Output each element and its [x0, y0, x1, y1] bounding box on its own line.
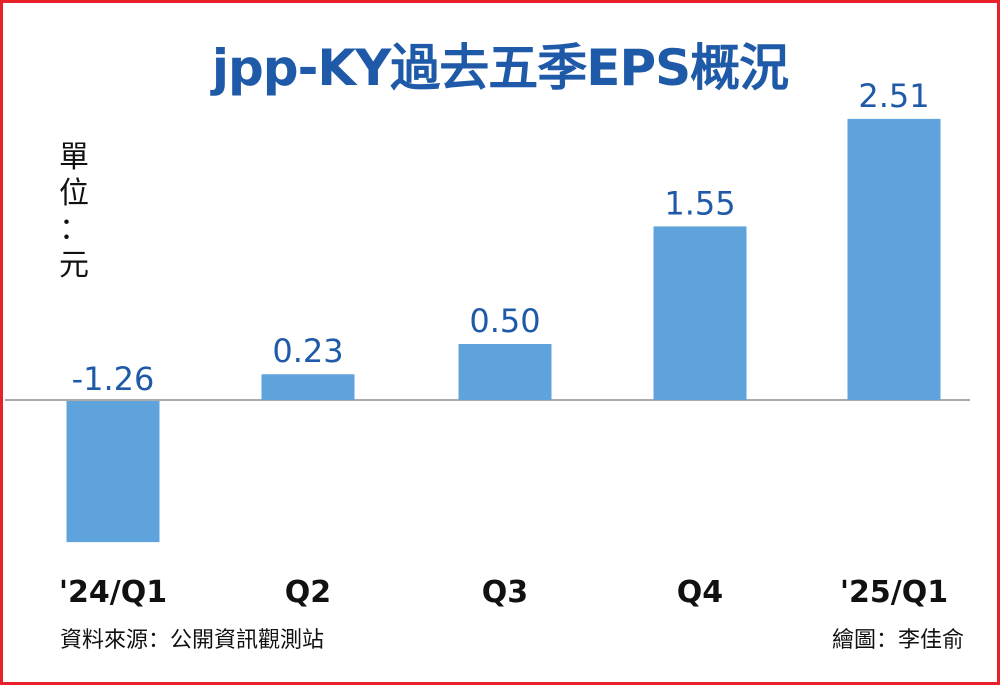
chart-title: jpp-KY過去五季EPS概況	[211, 39, 789, 97]
bar-2	[458, 344, 552, 400]
value-label-0: -1.26	[72, 360, 155, 398]
unit-label: 單 位 ： 元	[59, 140, 89, 283]
bar-4	[847, 118, 941, 400]
category-label-1: Q2	[285, 575, 331, 610]
bar-3	[653, 226, 747, 400]
value-label-3: 1.55	[664, 184, 735, 222]
category-label-4: '25/Q1	[840, 575, 948, 610]
category-label-0: '24/Q1	[59, 575, 167, 610]
category-label-3: Q4	[677, 575, 723, 610]
category-label-2: Q3	[482, 575, 528, 610]
bar-0	[66, 401, 160, 543]
credit-note: 繪圖：李佳俞	[831, 628, 964, 653]
bar-1	[261, 374, 355, 400]
value-label-4: 2.51	[858, 77, 929, 115]
value-label-1: 0.23	[272, 332, 343, 370]
value-label-2: 0.50	[469, 302, 540, 340]
source-note: 資料來源：公開資訊觀測站	[60, 628, 325, 653]
